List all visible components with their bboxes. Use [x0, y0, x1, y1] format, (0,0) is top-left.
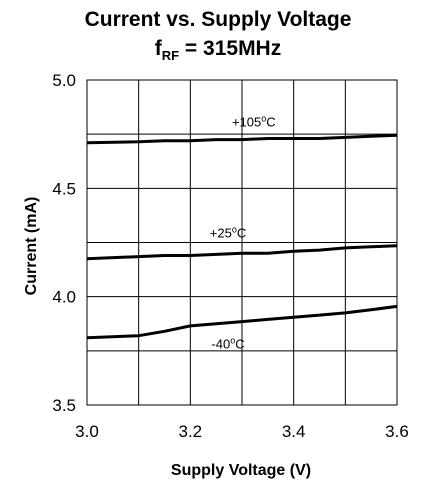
x-tick-label: 3.6 — [385, 422, 409, 441]
series-labels: +105oC +25oC -40oC — [210, 114, 276, 352]
series-line — [86, 244, 398, 261]
x-axis-ticks: 3.0 3.2 3.4 3.6 — [75, 422, 409, 441]
subtitle-subscript: RF — [162, 48, 179, 63]
subtitle-suffix: = 315MHz — [179, 37, 281, 60]
series-label: -40oC — [211, 336, 244, 352]
y-axis-title: Current (mA) — [23, 197, 40, 296]
x-tick-label: 3.0 — [75, 422, 99, 441]
y-tick-label: 4.0 — [52, 288, 76, 307]
x-tick-label: 3.4 — [282, 422, 306, 441]
series-line — [86, 304, 398, 340]
x-tick-label: 3.2 — [179, 422, 203, 441]
y-tick-label: 4.5 — [52, 179, 76, 198]
y-axis-ticks: 3.5 4.0 4.5 5.0 — [52, 71, 76, 415]
series-lines — [86, 133, 398, 340]
series-label: +25oC — [210, 224, 246, 240]
plot-frame — [86, 79, 398, 406]
series-label: +105oC — [232, 114, 276, 130]
chart-subtitle: fRF = 315MHz — [155, 37, 281, 63]
chart-title: Current vs. Supply Voltage — [85, 8, 352, 31]
y-tick-label: 5.0 — [52, 71, 76, 90]
x-axis-title: Supply Voltage (V) — [171, 462, 311, 479]
subtitle-prefix: f — [155, 37, 163, 60]
series-line — [86, 133, 398, 145]
y-tick-label: 3.5 — [52, 396, 76, 415]
